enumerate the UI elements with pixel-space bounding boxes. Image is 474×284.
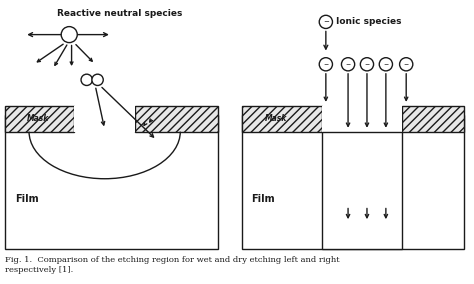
Bar	[322, 106, 402, 132]
Circle shape	[379, 58, 392, 71]
Bar	[136, 106, 218, 132]
Circle shape	[360, 58, 374, 71]
Circle shape	[341, 58, 355, 71]
Text: −: −	[323, 19, 329, 25]
Text: −: −	[383, 62, 389, 67]
Bar	[322, 132, 402, 249]
Text: Ionic species: Ionic species	[336, 17, 402, 26]
Circle shape	[319, 15, 332, 28]
Bar	[402, 106, 464, 132]
Text: −: −	[365, 62, 370, 67]
Bar	[5, 106, 74, 132]
Bar	[322, 132, 402, 249]
Circle shape	[319, 58, 332, 71]
Text: Film: Film	[251, 193, 275, 204]
Bar	[136, 106, 218, 132]
Bar	[402, 106, 464, 132]
Text: −: −	[323, 62, 328, 67]
Bar	[74, 106, 136, 132]
Text: Reactive neutral species: Reactive neutral species	[57, 9, 183, 18]
Text: Mask: Mask	[264, 114, 287, 123]
Bar	[5, 115, 218, 249]
Circle shape	[400, 58, 413, 71]
Bar	[242, 106, 322, 132]
Bar	[242, 115, 464, 249]
Text: Fig. 1.  Comparison of the etching region for wet and dry etching left and right: Fig. 1. Comparison of the etching region…	[5, 256, 340, 274]
Bar	[5, 106, 74, 132]
Circle shape	[61, 27, 77, 43]
Bar	[242, 106, 322, 132]
Text: Mask: Mask	[27, 114, 49, 123]
Text: −: −	[403, 62, 409, 67]
Circle shape	[92, 74, 103, 85]
Circle shape	[81, 74, 92, 85]
Text: −: −	[346, 62, 351, 67]
Text: Film: Film	[15, 193, 38, 204]
